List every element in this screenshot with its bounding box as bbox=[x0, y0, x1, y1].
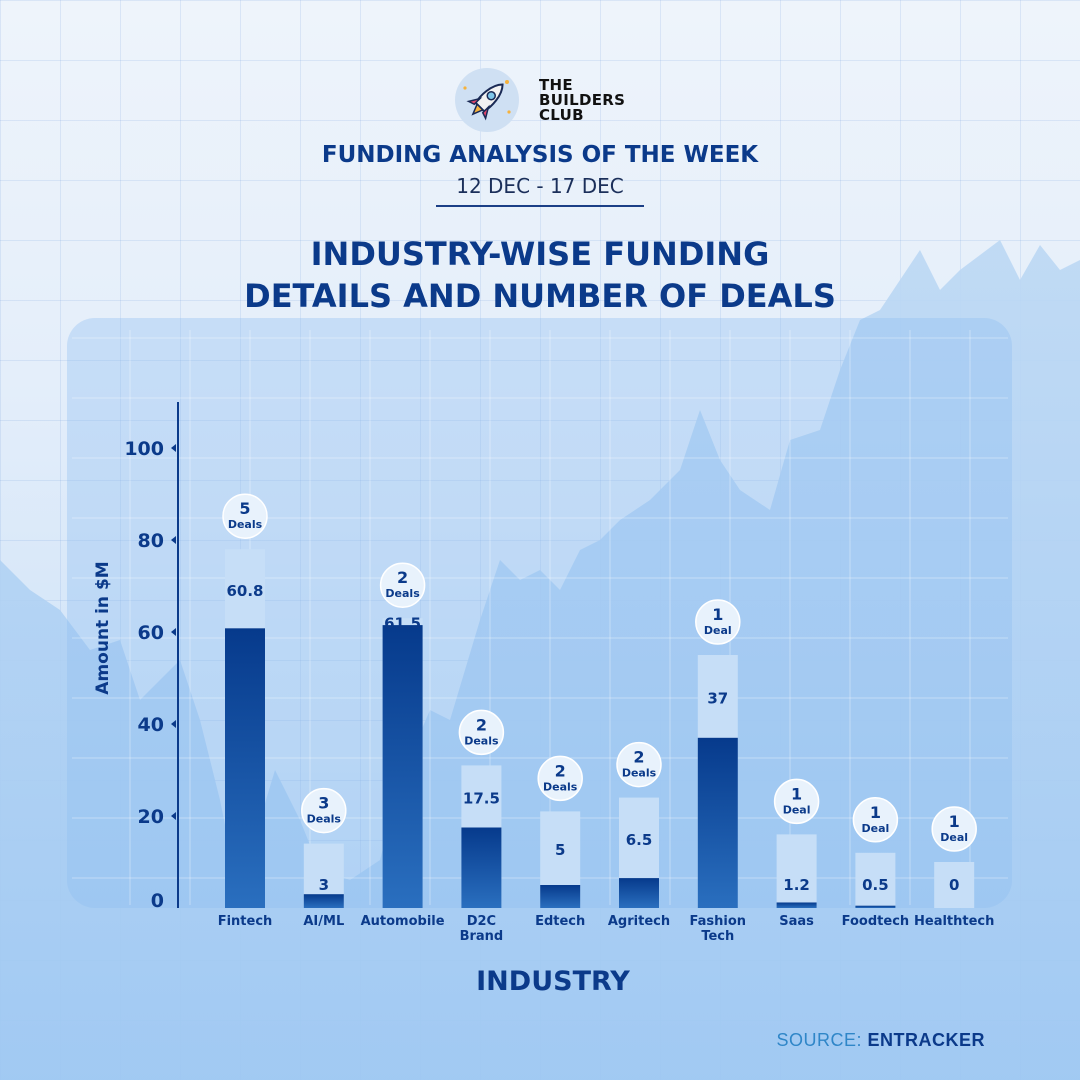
data-label: 17.5 bbox=[463, 789, 500, 807]
deals-bubble bbox=[301, 787, 347, 834]
chart-title-text: INDUSTRY-WISE FUNDING DETAILS AND NUMBER… bbox=[244, 235, 836, 315]
x-tick-label: Edtech bbox=[535, 914, 585, 929]
deals-bubble bbox=[222, 493, 268, 539]
y-tick-mark bbox=[171, 812, 176, 820]
deals-count: 2 bbox=[633, 748, 644, 767]
deals-count: 2 bbox=[397, 568, 408, 587]
deals-label: Deals bbox=[464, 734, 499, 747]
deals-label: Deals bbox=[307, 813, 342, 826]
x-tick-label: Automobile bbox=[361, 914, 445, 929]
deals-count: 1 bbox=[791, 784, 802, 803]
y-tick-label: 40 bbox=[138, 714, 164, 736]
y-tick-label: 100 bbox=[124, 438, 164, 460]
y-tick-mark bbox=[171, 720, 176, 728]
chart-title: INDUSTRY-WISE FUNDING DETAILS AND NUMBER… bbox=[0, 233, 1080, 317]
x-tick-label: Saas bbox=[779, 914, 814, 929]
bar bbox=[697, 737, 738, 908]
data-label: 5 bbox=[555, 841, 565, 859]
data-label: 37 bbox=[707, 689, 728, 707]
y-tick-mark bbox=[171, 628, 176, 636]
deals-count: 1 bbox=[949, 812, 960, 831]
y-axis-title: Amount in $M bbox=[93, 561, 113, 694]
y-tick-label: 0 bbox=[151, 890, 164, 912]
deals-bubble bbox=[695, 599, 741, 645]
brand-name: THE BUILDERS CLUB bbox=[539, 75, 626, 124]
bar bbox=[619, 878, 659, 908]
date-range: 12 DEC - 17 DEC bbox=[456, 174, 624, 198]
source-label: SOURCE: bbox=[776, 1030, 862, 1050]
deals-label: Deal bbox=[940, 831, 968, 844]
rocket-icon bbox=[455, 68, 519, 132]
x-tick-label: Fintech bbox=[218, 914, 273, 929]
heading-divider bbox=[436, 205, 644, 207]
deals-bubble bbox=[458, 709, 505, 756]
deals-label: Deals bbox=[543, 780, 578, 793]
data-label: 60.8 bbox=[226, 582, 263, 600]
bar bbox=[303, 894, 344, 908]
x-tick-label: Brand bbox=[460, 929, 504, 944]
y-tick-label: 60 bbox=[138, 622, 164, 644]
x-tick-label: Healthtech bbox=[914, 914, 994, 929]
data-label: 1.2 bbox=[783, 876, 810, 894]
data-label: 6.5 bbox=[626, 831, 653, 849]
bar-background bbox=[855, 852, 896, 908]
deals-label: Deals bbox=[622, 767, 657, 780]
x-tick-label: Fashion bbox=[690, 914, 747, 929]
brand-line-2: BUILDERS bbox=[539, 90, 626, 109]
deals-label: Deal bbox=[783, 803, 811, 816]
data-label: 0 bbox=[949, 876, 959, 894]
deals-count: 5 bbox=[239, 499, 250, 518]
bar bbox=[461, 827, 502, 908]
brand-line-1: THE bbox=[539, 75, 573, 94]
bar bbox=[776, 902, 817, 908]
x-axis-title: INDUSTRY bbox=[476, 966, 630, 997]
bar-background bbox=[776, 834, 817, 908]
deals-count: 3 bbox=[318, 794, 329, 813]
deals-label: Deals bbox=[385, 587, 420, 600]
brand-logo: THE BUILDERS CLUB bbox=[455, 64, 625, 136]
data-label: 0.5 bbox=[862, 876, 889, 894]
deals-label: Deal bbox=[862, 822, 890, 835]
x-tick-label: Agritech bbox=[608, 914, 670, 929]
data-label: 3 bbox=[319, 876, 329, 894]
deals-count: 2 bbox=[555, 761, 566, 780]
deals-count: 1 bbox=[870, 803, 881, 822]
bar bbox=[382, 625, 423, 908]
bar bbox=[855, 905, 896, 908]
deals-bubble bbox=[852, 797, 899, 843]
deals-bubble bbox=[931, 806, 977, 852]
y-tick-label: 80 bbox=[138, 530, 164, 552]
x-tick-label: AI/ML bbox=[303, 914, 344, 929]
deals-bubble bbox=[537, 755, 583, 802]
source-credit: SOURCE: ENTRACKER bbox=[776, 1030, 985, 1051]
x-tick-label: D2C bbox=[467, 914, 496, 929]
y-tick-mark bbox=[171, 444, 176, 452]
bar bbox=[225, 628, 265, 908]
x-tick-label: Foodtech bbox=[842, 914, 910, 929]
source-value: ENTRACKER bbox=[867, 1030, 985, 1050]
deals-bubble bbox=[773, 778, 820, 825]
bar bbox=[540, 885, 581, 908]
deals-count: 2 bbox=[476, 715, 487, 734]
page-heading: FUNDING ANALYSIS OF THE WEEK bbox=[321, 142, 759, 168]
y-tick-mark bbox=[171, 536, 176, 544]
x-tick-label: Tech bbox=[701, 929, 734, 944]
deals-bubble bbox=[379, 562, 426, 608]
brand-line-3: CLUB bbox=[539, 105, 584, 124]
deals-label: Deal bbox=[704, 624, 732, 637]
deals-count: 1 bbox=[712, 605, 723, 624]
deals-bubble bbox=[616, 741, 662, 788]
y-tick-label: 20 bbox=[138, 806, 164, 828]
bar-background bbox=[934, 862, 975, 908]
deals-label: Deals bbox=[228, 518, 263, 531]
chart-panel bbox=[67, 318, 1012, 908]
data-label: 61.5 bbox=[384, 615, 421, 633]
